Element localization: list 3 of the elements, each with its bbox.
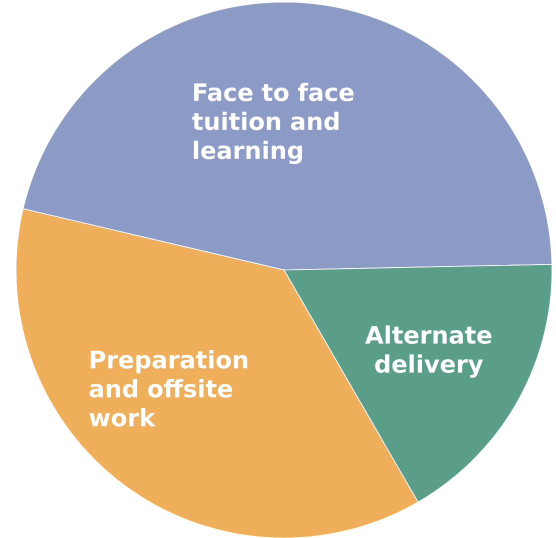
slice-label: Preparation and offsite work <box>89 350 248 426</box>
slice-label: Face to face tuition and learning <box>192 82 354 164</box>
slice-label: Alternate delivery <box>365 325 492 378</box>
